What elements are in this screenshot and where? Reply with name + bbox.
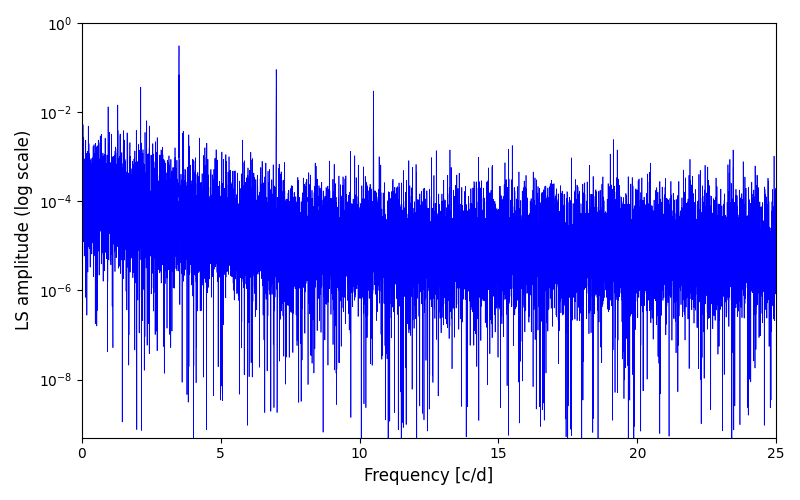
X-axis label: Frequency [c/d]: Frequency [c/d] (364, 467, 494, 485)
Y-axis label: LS amplitude (log scale): LS amplitude (log scale) (15, 130, 33, 330)
